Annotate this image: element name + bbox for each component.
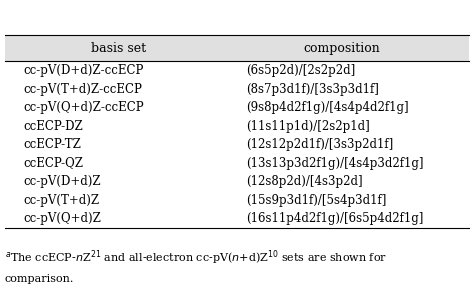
Text: cc-pV(T+d)Z-ccECP: cc-pV(T+d)Z-ccECP <box>24 83 143 95</box>
Text: basis set: basis set <box>91 42 146 55</box>
Text: (15s9p3d1f)/[5s4p3d1f]: (15s9p3d1f)/[5s4p3d1f] <box>246 194 387 206</box>
Text: (13s13p3d2f1g)/[4s4p3d2f1g]: (13s13p3d2f1g)/[4s4p3d2f1g] <box>246 157 424 170</box>
Text: comparison.: comparison. <box>5 274 74 284</box>
Text: (16s11p4d2f1g)/[6s5p4d2f1g]: (16s11p4d2f1g)/[6s5p4d2f1g] <box>246 212 424 225</box>
Text: cc-pV(D+d)Z: cc-pV(D+d)Z <box>24 175 101 188</box>
Text: ccECP-TZ: ccECP-TZ <box>24 138 82 151</box>
Text: (8s7p3d1f)/[3s3p3d1f]: (8s7p3d1f)/[3s3p3d1f] <box>246 83 379 95</box>
Text: composition: composition <box>303 42 380 55</box>
Text: (6s5p2d)/[2s2p2d]: (6s5p2d)/[2s2p2d] <box>246 64 356 77</box>
Text: ccECP-QZ: ccECP-QZ <box>24 157 84 170</box>
Text: $^{a}$The ccECP-$n$Z$^{21}$ and all-electron cc-pV($n$+d)Z$^{10}$ sets are shown: $^{a}$The ccECP-$n$Z$^{21}$ and all-elec… <box>5 248 387 267</box>
Text: (12s12p2d1f)/[3s3p2d1f]: (12s12p2d1f)/[3s3p2d1f] <box>246 138 394 151</box>
Text: ccECP-DZ: ccECP-DZ <box>24 119 83 133</box>
Text: cc-pV(Q+d)Z-ccECP: cc-pV(Q+d)Z-ccECP <box>24 101 144 114</box>
Text: (9s8p4d2f1g)/[4s4p4d2f1g]: (9s8p4d2f1g)/[4s4p4d2f1g] <box>246 101 409 114</box>
Text: (11s11p1d)/[2s2p1d]: (11s11p1d)/[2s2p1d] <box>246 119 370 133</box>
Bar <box>5 35 469 61</box>
Text: cc-pV(T+d)Z: cc-pV(T+d)Z <box>24 194 100 206</box>
Text: cc-pV(Q+d)Z: cc-pV(Q+d)Z <box>24 212 101 225</box>
Text: cc-pV(D+d)Z-ccECP: cc-pV(D+d)Z-ccECP <box>24 64 144 77</box>
Text: (12s8p2d)/[4s3p2d]: (12s8p2d)/[4s3p2d] <box>246 175 363 188</box>
